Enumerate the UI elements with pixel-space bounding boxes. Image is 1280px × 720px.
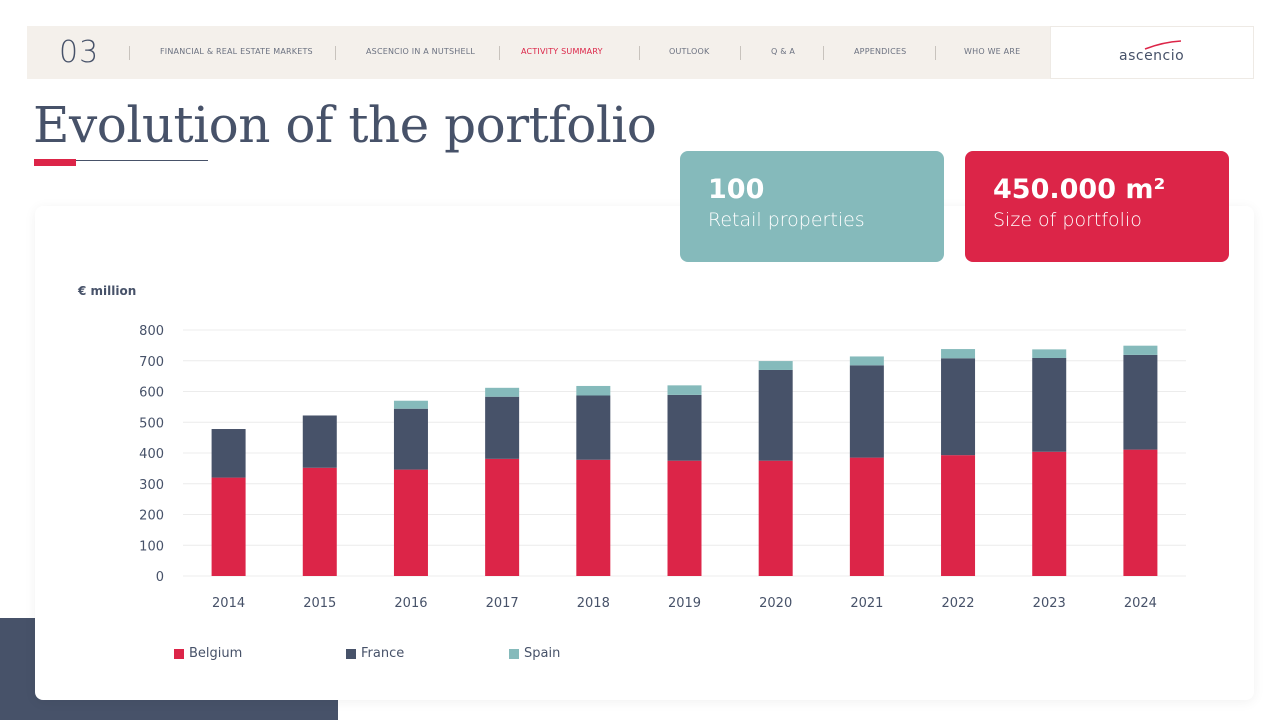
top-navigation: 03 FINANCIAL & REAL ESTATE MARKETS ASCEN… — [27, 26, 1254, 79]
x-tick-label: 2019 — [668, 596, 701, 611]
x-tick-label: 2015 — [303, 596, 336, 611]
x-tick-label: 2020 — [759, 596, 792, 611]
y-tick-label: 700 — [139, 355, 164, 370]
nav-separator — [499, 46, 500, 60]
kpi-label: Retail properties — [708, 209, 865, 231]
legend-item-france: France — [346, 646, 404, 661]
legend-swatch — [509, 648, 519, 659]
nav-item-outlook[interactable]: OUTLOOK — [669, 47, 710, 56]
nav-item-appendices[interactable]: APPENDICES — [854, 47, 907, 56]
bar-segment-spain — [393, 400, 428, 409]
bar-segment-spain — [667, 385, 702, 395]
legend-label: Belgium — [189, 646, 243, 661]
page-title: Evolution of the portfolio — [33, 96, 657, 154]
legend-swatch — [174, 648, 184, 659]
bar-segment-belgium — [576, 459, 611, 576]
legend-swatch — [346, 648, 356, 659]
bar-segment-france — [849, 365, 884, 458]
bar-segment-france — [576, 395, 611, 460]
bar-segment-spain — [758, 361, 793, 370]
nav-item-who-we-are[interactable]: WHO WE ARE — [964, 47, 1021, 56]
bar-segment-france — [1032, 357, 1067, 452]
x-tick-label: 2017 — [486, 596, 519, 611]
legend-label: Spain — [524, 646, 561, 661]
title-accent-bar — [34, 159, 76, 166]
bar-segment-spain — [576, 385, 611, 396]
x-tick-label: 2022 — [941, 596, 974, 611]
bar-segment-belgium — [393, 469, 428, 576]
bar-segment-spain — [485, 387, 520, 397]
y-tick-label: 800 — [139, 324, 164, 339]
x-tick-label: 2024 — [1124, 596, 1157, 611]
bar-segment-spain — [941, 349, 976, 359]
bar-segment-belgium — [667, 460, 702, 576]
bar-segment-belgium — [758, 460, 793, 576]
y-tick-label: 0 — [156, 570, 164, 585]
bar-segment-france — [393, 408, 428, 470]
nav-separator — [639, 46, 640, 60]
logo-area: ascencio — [1050, 26, 1254, 79]
x-tick-label: 2014 — [212, 596, 245, 611]
nav-separator — [129, 46, 130, 60]
bar-segment-belgium — [485, 458, 520, 576]
bar-segment-spain — [1032, 349, 1067, 358]
title-underline — [34, 160, 208, 161]
bar-segment-belgium — [302, 467, 337, 576]
nav-item-q-and-a[interactable]: Q & A — [771, 47, 796, 56]
bar-segment-belgium — [1123, 449, 1158, 576]
bar-segment-belgium — [211, 477, 246, 576]
kpi-portfolio-size: 450.000 m² Size of portfolio — [965, 151, 1229, 262]
legend-item-spain: Spain — [509, 646, 560, 661]
nav-separator — [740, 46, 741, 60]
kpi-label: Size of portfolio — [993, 209, 1142, 231]
bar-segment-belgium — [941, 455, 976, 576]
x-tick-label: 2018 — [577, 596, 610, 611]
section-number: 03 — [59, 35, 100, 70]
kpi-value: 100 — [708, 174, 765, 205]
bar-segment-belgium — [1032, 451, 1067, 576]
nav-item-activity-summary[interactable]: ACTIVITY SUMMARY — [521, 47, 603, 56]
bar-segment-france — [758, 369, 793, 461]
bar-segment-france — [302, 415, 337, 468]
x-tick-label: 2021 — [850, 596, 883, 611]
kpi-retail-properties: 100 Retail properties — [680, 151, 944, 262]
y-tick-label: 500 — [139, 416, 164, 431]
bar-segment-france — [485, 396, 520, 459]
nav-item-ascencio-in-a-nutshell[interactable]: ASCENCIO IN A NUTSHELL — [366, 47, 476, 56]
bar-segment-france — [941, 358, 976, 456]
bar-segment-spain — [1123, 345, 1158, 355]
legend-label: France — [361, 646, 405, 661]
bar-segment-france — [667, 394, 702, 461]
bar-segment-france — [1123, 354, 1158, 450]
kpi-value: 450.000 m² — [993, 174, 1166, 205]
x-tick-label: 2016 — [394, 596, 427, 611]
y-tick-label: 100 — [139, 539, 164, 554]
bar-segment-belgium — [849, 457, 884, 576]
y-tick-label: 600 — [139, 386, 164, 401]
nav-separator — [335, 46, 336, 60]
logo-swoosh-icon — [1144, 40, 1182, 50]
y-tick-label: 200 — [139, 509, 164, 524]
x-tick-label: 2023 — [1033, 596, 1066, 611]
bar-segment-spain — [849, 356, 884, 366]
y-tick-label: 300 — [139, 478, 164, 493]
nav-item-financial-real-estate-markets[interactable]: FINANCIAL & REAL ESTATE MARKETS — [160, 47, 313, 56]
nav-separator — [823, 46, 824, 60]
legend-item-belgium: Belgium — [174, 646, 242, 661]
bar-segment-france — [211, 429, 246, 478]
logo: ascencio — [1119, 48, 1185, 64]
nav-separator — [935, 46, 936, 60]
y-tick-label: 400 — [139, 447, 164, 462]
y-axis-unit-label: € million — [78, 284, 137, 298]
